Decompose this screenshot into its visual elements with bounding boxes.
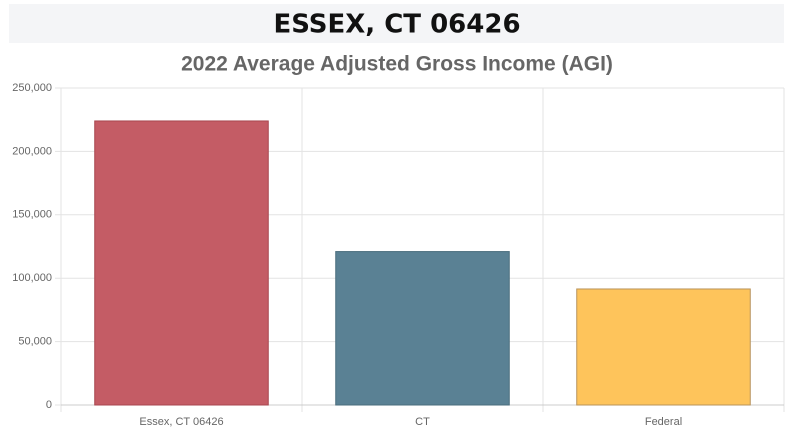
y-tick-label: 100,000: [12, 272, 52, 284]
bar: [94, 120, 269, 406]
page-title: ESSEX, CT 06426: [273, 10, 520, 40]
y-tick-label: 150,000: [12, 209, 52, 221]
bar: [576, 288, 751, 406]
chart-title: 2022 Average Adjusted Gross Income (AGI): [181, 53, 613, 76]
x-tick-label: Federal: [645, 416, 682, 428]
bar: [335, 251, 510, 406]
y-tick-label: 0: [46, 399, 52, 411]
x-tick-label: CT: [415, 416, 430, 428]
y-tick-label: 200,000: [12, 145, 52, 157]
header-band: [9, 4, 784, 43]
y-tick-label: 250,000: [12, 82, 52, 94]
x-tick-label: Essex, CT 06426: [139, 416, 223, 428]
y-tick-label: 50,000: [18, 336, 52, 348]
